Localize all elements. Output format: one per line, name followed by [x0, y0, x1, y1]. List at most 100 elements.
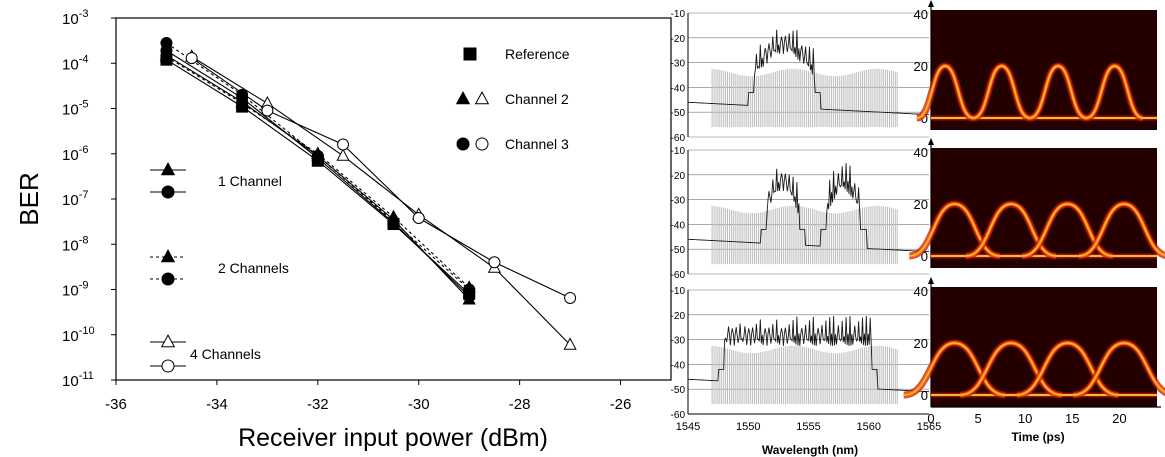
- ber-series-line: [191, 57, 571, 299]
- ber-xtick-label: -34: [206, 396, 228, 413]
- heatmap-pulse: [1085, 62, 1145, 122]
- spectrum-panel-3: -10 -20 -30 -40 -50 -60: [671, 286, 930, 421]
- ber-series-line: [166, 59, 470, 295]
- heatmap-xtick-label: 5: [974, 411, 981, 426]
- ber-ytick-label: 10-8: [62, 234, 88, 254]
- heatmap-ytick-label: 40: [914, 145, 928, 160]
- heatmap-xlabel: Time (ps): [1011, 430, 1064, 444]
- ber-xtick-label: -26: [610, 396, 632, 413]
- spectrum-envelope: [711, 205, 898, 265]
- heatmap-ytick-label: 0: [921, 388, 928, 403]
- ber-ytick-label: 10-3: [62, 8, 88, 28]
- ber-series-2: [159, 47, 476, 305]
- ber-data-point: [261, 104, 274, 117]
- spectrum-ytick-label: -50: [671, 245, 686, 256]
- ber-xtick-label: -36: [105, 396, 127, 413]
- ber-data-point: [412, 212, 425, 225]
- spectrum-envelope: [711, 345, 898, 405]
- legend-marker-triangle-filled: [160, 162, 176, 176]
- legend-marker-triangle-open: [160, 334, 176, 348]
- heatmap-yaxis-arrow: [928, 277, 934, 284]
- spectrum-ytick-label: -20: [671, 171, 686, 182]
- spectrum-panel-1: -10 -20 -30 -40 -50 -60: [671, 9, 930, 144]
- ber-data-point: [564, 291, 577, 304]
- heatmap-pulse: [1016, 339, 1119, 399]
- legend-label: 4 Channels: [190, 346, 261, 362]
- heatmap-ytick-label: 40: [914, 7, 928, 22]
- spectrum-ytick-label: -50: [671, 385, 686, 396]
- ber-ylabel: BER: [14, 172, 44, 225]
- ber-xtick-label: -32: [307, 396, 329, 413]
- spectrum-ytick-label: -10: [671, 286, 686, 297]
- spectrum-ytick-label: -60: [671, 270, 686, 281]
- ber-ytick-label: 10-11: [62, 370, 94, 390]
- legend-label: Channel 2: [505, 91, 569, 107]
- ber-ytick-label: 10-6: [62, 144, 88, 164]
- ber-series-5: [160, 37, 476, 296]
- heatmap-panel-3: 0 20 40: [903, 277, 1165, 407]
- legend-marker-circle-open: [161, 359, 175, 373]
- spectrum-panel-2: -10 -20 -30 -40 -50 -60: [671, 146, 930, 281]
- legend-marker-triangle-open: [474, 91, 490, 105]
- legend-label: Reference: [505, 46, 570, 62]
- ber-data-point: [337, 138, 350, 151]
- ber-series-line: [166, 54, 470, 300]
- heatmap-xtick-label: 20: [1112, 411, 1126, 426]
- ber-data-point: [236, 88, 249, 101]
- ber-ytick-label: 10-9: [62, 280, 88, 300]
- ber-data-point: [488, 256, 501, 269]
- ber-data-point: [336, 148, 350, 161]
- heatmap-panel-1: 0 20 40: [914, 0, 1157, 130]
- spectrum-ytick-label: -30: [671, 59, 686, 70]
- ber-ytick-label: 10-5: [62, 99, 88, 119]
- heatmap-yaxis-arrow: [928, 0, 934, 7]
- ber-series: [159, 37, 577, 350]
- spectrum-xtick-label: 1550: [736, 421, 760, 433]
- heatmap-pulse: [915, 62, 975, 122]
- legend-label: 2 Channels: [218, 260, 289, 276]
- ber-series-line: [191, 56, 571, 346]
- spectrum-ytick-label: -20: [671, 311, 686, 322]
- legend-marker-circle-open: [475, 137, 489, 151]
- ber-xlabel: Receiver input power (dBm): [238, 424, 548, 452]
- heatmap-ytick-label: 20: [914, 336, 928, 351]
- spectrum-ytick-label: -40: [671, 220, 686, 231]
- ber-chart: BER Receiver input power (dBm) -36 -34 -32…: [14, 8, 672, 452]
- ber-data-point: [185, 52, 198, 65]
- spectrum-xtick-label: 1545: [676, 421, 700, 433]
- spectrum-envelope: [711, 68, 898, 128]
- heatmap-ytick-label: 20: [914, 197, 928, 212]
- heatmap-pulse: [1072, 339, 1165, 399]
- spectrum-xtick-label: 1560: [857, 421, 881, 433]
- heatmap-xtick-label: 10: [1018, 411, 1032, 426]
- spectrum-trace: [688, 163, 930, 253]
- legend-label: 1 Channel: [218, 173, 282, 189]
- spectrum-ytick-label: -60: [671, 410, 686, 421]
- ber-ytick-label: 10-4: [62, 53, 88, 73]
- ber-xtick-label: -30: [408, 396, 430, 413]
- legend-marker-triangle-filled: [160, 249, 176, 263]
- heatmap-ytick-label: 0: [921, 249, 928, 264]
- heatmap-yaxis-arrow: [928, 138, 934, 145]
- spectrum-xtick-label: 1565: [917, 421, 941, 433]
- spectrum-ytick-label: -10: [671, 146, 686, 157]
- heatmap-ytick-label: 0: [921, 111, 928, 126]
- ber-data-point: [563, 337, 577, 350]
- spectrum-ytick-label: -50: [671, 108, 686, 119]
- spectrum-ytick-label: -40: [671, 360, 686, 371]
- heatmap-pulse: [1028, 62, 1088, 122]
- ber-plot-frame: [115, 17, 672, 381]
- legend-marker-circle-filled: [161, 272, 175, 286]
- ber-series-1: [160, 53, 476, 300]
- spectrum-ytick-label: -60: [671, 133, 686, 144]
- ber-data-point: [387, 215, 400, 228]
- spectrum-charts: Wavelength (nm) -10 -20 -30 -40 -50 -60 -10 -20…: [671, 9, 942, 457]
- spectrum-ytick-label: -20: [671, 34, 686, 45]
- ber-data-point: [159, 49, 174, 62]
- ber-ytick-label: 10-7: [62, 189, 88, 209]
- ber-data-point: [235, 95, 249, 109]
- heatmap-panel-2: 0 20 40: [908, 138, 1165, 268]
- ber-xtick-label: -28: [509, 396, 531, 413]
- heatmap-pulse: [1078, 200, 1165, 260]
